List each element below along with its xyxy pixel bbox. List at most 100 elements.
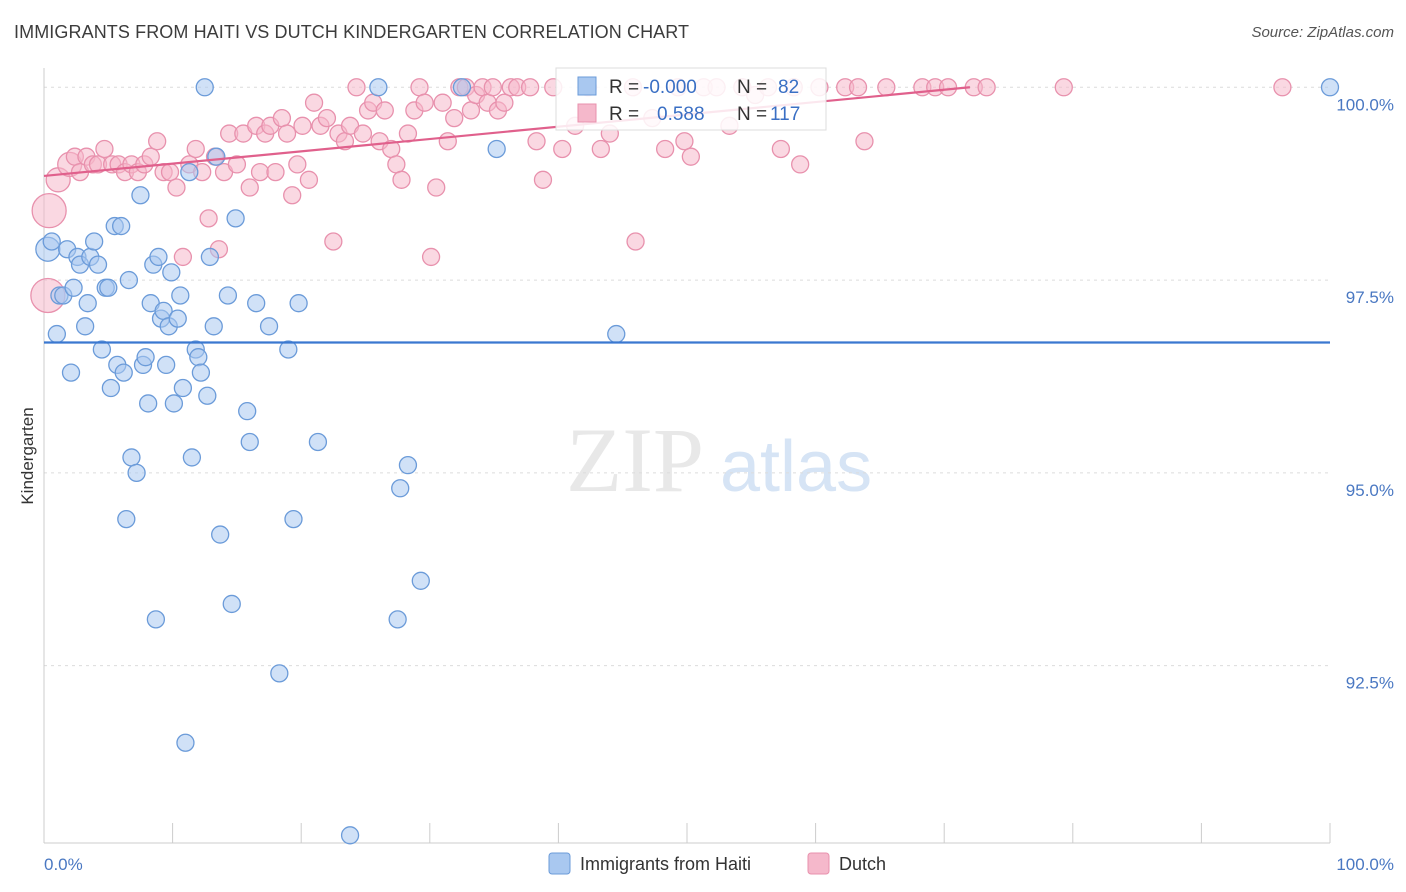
legend-swatch-haiti[interactable] bbox=[548, 852, 571, 875]
stats-blue-n-label: N = bbox=[737, 77, 767, 98]
y-tick-label: 97.5% bbox=[1346, 288, 1394, 307]
blue-data-point bbox=[101, 378, 121, 398]
chart-title: IMMIGRANTS FROM HAITI VS DUTCH KINDERGAR… bbox=[14, 22, 690, 42]
pink-data-point bbox=[392, 170, 411, 189]
pink-data-point bbox=[293, 116, 312, 135]
blue-data-point bbox=[240, 432, 259, 452]
pink-data-point bbox=[553, 139, 572, 159]
pink-data-point bbox=[173, 247, 193, 267]
pink-data-point bbox=[527, 132, 546, 151]
blue-data-point bbox=[157, 355, 176, 375]
y-tick-label: 95.0% bbox=[1346, 481, 1394, 500]
stats-pink-swatch bbox=[577, 103, 597, 123]
stats-pink-n-label: N = bbox=[737, 104, 767, 125]
blue-data-point bbox=[176, 733, 195, 752]
pink-data-point bbox=[148, 132, 167, 151]
legend-label-haiti[interactable]: Immigrants from Haiti bbox=[580, 854, 751, 874]
blue-data-point bbox=[198, 386, 217, 405]
pink-data-point bbox=[791, 155, 810, 174]
pink-data-point bbox=[304, 93, 324, 112]
blue-data-point bbox=[189, 348, 208, 367]
pink-data-point bbox=[681, 147, 701, 166]
pink-data-point bbox=[675, 132, 694, 151]
pink-data-point bbox=[977, 78, 996, 97]
watermark-atlas: atlas bbox=[720, 427, 872, 507]
pink-data-point bbox=[877, 78, 896, 97]
blue-data-point bbox=[122, 448, 141, 467]
pink-data-point bbox=[250, 162, 270, 182]
grid-lines bbox=[44, 86, 1330, 667]
blue-data-point bbox=[164, 394, 184, 413]
stats-box-frame bbox=[555, 67, 827, 131]
y-tick-label: 100.0% bbox=[1336, 95, 1394, 114]
legend-label-dutch[interactable]: Dutch bbox=[839, 854, 886, 874]
blue-data-point bbox=[99, 278, 118, 297]
pink-data-point bbox=[347, 78, 366, 97]
legend-swatch-dutch[interactable] bbox=[807, 852, 830, 875]
blue-data-point bbox=[85, 232, 104, 251]
pink-data-point bbox=[427, 178, 446, 197]
pink-data-point bbox=[848, 78, 868, 97]
blue-data-point bbox=[162, 263, 181, 282]
pink-data-point bbox=[199, 209, 218, 228]
blue-data-point bbox=[207, 147, 226, 166]
pink-data-point bbox=[31, 193, 67, 229]
blue-data-point bbox=[191, 363, 211, 382]
blue-data-point bbox=[259, 317, 279, 336]
blue-data-point bbox=[168, 309, 187, 328]
pink-data-point bbox=[855, 132, 874, 151]
pink-data-point bbox=[186, 139, 205, 159]
blue-data-point bbox=[92, 340, 112, 359]
pink-data-point bbox=[277, 124, 297, 143]
dutch-points bbox=[30, 78, 1292, 314]
blue-data-point bbox=[61, 363, 81, 382]
pink-data-point bbox=[421, 247, 441, 267]
blue-data-point bbox=[226, 209, 245, 228]
blue-data-point bbox=[182, 448, 202, 467]
blue-data-point bbox=[136, 348, 155, 367]
pink-data-point bbox=[445, 108, 464, 128]
pink-data-point bbox=[167, 178, 186, 197]
pink-data-point bbox=[353, 124, 373, 143]
watermark-zip: ZIP bbox=[566, 409, 704, 511]
pink-data-point bbox=[317, 108, 337, 128]
pink-data-point bbox=[591, 139, 610, 159]
blue-data-point bbox=[270, 664, 289, 683]
stats-blue-r-label: R = bbox=[609, 77, 639, 98]
blue-data-point bbox=[222, 594, 241, 614]
pink-data-point bbox=[160, 162, 180, 182]
source-label: Source: ZipAtlas.com bbox=[1251, 24, 1394, 41]
blue-data-point bbox=[76, 317, 95, 336]
blue-data-point bbox=[149, 247, 168, 267]
blue-data-point bbox=[218, 286, 238, 305]
blue-data-point bbox=[369, 78, 388, 97]
blue-data-point bbox=[114, 363, 133, 382]
y-tick-label: 92.5% bbox=[1346, 674, 1394, 693]
blue-data-point bbox=[127, 463, 146, 483]
blue-data-point bbox=[173, 378, 193, 398]
pink-data-point bbox=[533, 170, 553, 189]
stats-pink-r-value: 0.588 bbox=[657, 104, 705, 125]
blue-data-point bbox=[119, 270, 139, 290]
pink-data-point bbox=[240, 178, 259, 197]
stats-pink-r-label: R = bbox=[609, 104, 639, 125]
legend: Immigrants from Haiti Dutch bbox=[548, 852, 886, 875]
pink-data-point bbox=[938, 78, 958, 97]
pink-data-point bbox=[227, 155, 247, 174]
blue-data-point bbox=[398, 455, 418, 475]
blue-data-point bbox=[211, 525, 230, 544]
blue-data-point bbox=[340, 826, 360, 845]
pink-data-point bbox=[141, 147, 160, 166]
pink-data-point bbox=[626, 232, 645, 251]
pink-data-point bbox=[283, 186, 302, 205]
stats-blue-swatch bbox=[577, 76, 597, 96]
stats-pink-n-value: 117 bbox=[770, 104, 800, 125]
blue-data-point bbox=[112, 216, 131, 236]
blue-data-point bbox=[247, 294, 266, 313]
blue-data-point bbox=[64, 278, 83, 297]
blue-data-point bbox=[308, 432, 328, 452]
blue-data-point bbox=[411, 571, 430, 590]
y-tick-labels: 92.5% 95.0% 97.5% 100.0% bbox=[1336, 95, 1394, 692]
blue-data-point bbox=[391, 479, 410, 498]
pink-data-point bbox=[655, 139, 675, 159]
